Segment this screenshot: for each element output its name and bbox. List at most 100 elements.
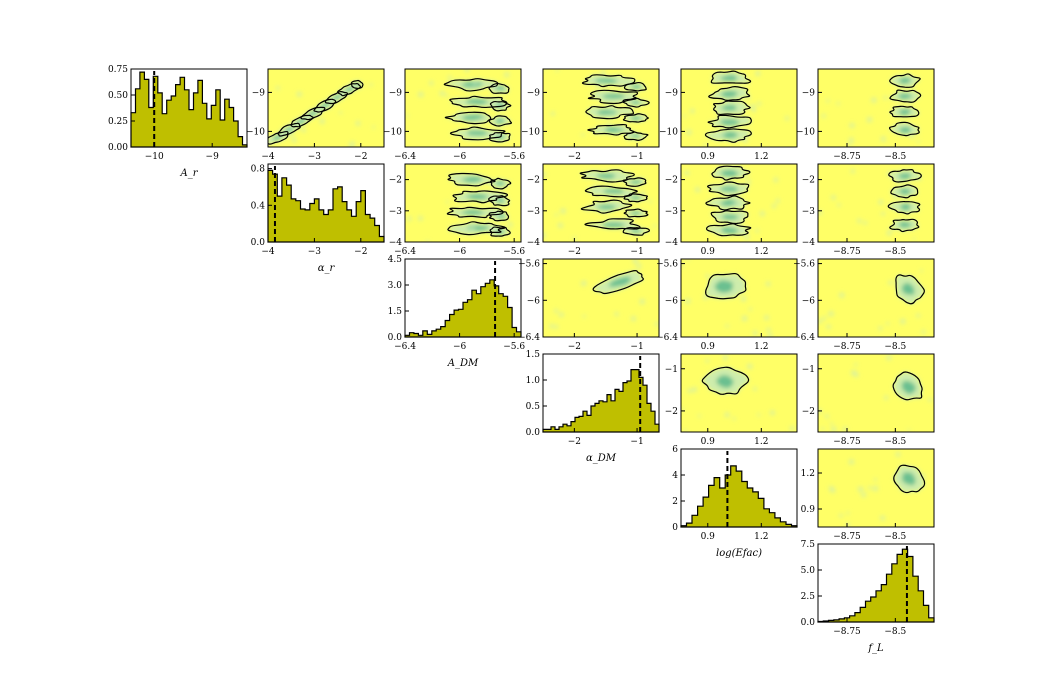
panel-2-2: 0.0 1.5 3.0 4.5 A_DM −6.4 −6 −5.6: [388, 255, 526, 369]
ytick-label-0-2: 0.50: [108, 91, 128, 101]
panel-0-1: −10 −9 −4 −3 −2: [246, 68, 385, 162]
contour-line: [350, 79, 364, 90]
contour-line: [623, 193, 648, 203]
contour-line: [622, 177, 647, 187]
ytick-label-2-3-2: −5.6: [518, 260, 540, 270]
panel-3-5: −2 −1 −8.75 −8.5: [802, 353, 935, 447]
ytick-label-2-0: 0.0: [388, 333, 403, 343]
ytick-label-0-3: 0.75: [108, 65, 128, 75]
panel-5-5: 0.0 2.5 5.0 7.5 f_L −8.75 −8.5: [801, 540, 935, 654]
panel-frame: [404, 258, 522, 338]
contour-line: [587, 89, 639, 105]
ytick-label-1-2-2: −2: [389, 176, 402, 186]
panel-frame: [267, 163, 385, 243]
ytick-label-0-5-1: −9: [802, 88, 816, 98]
ytick-label-0-4-0: −10: [659, 127, 678, 137]
contour-line: [447, 221, 506, 236]
contour-line: [622, 226, 651, 236]
xtick-label-3-3-0: −2: [568, 437, 581, 447]
contour-line: [622, 113, 649, 123]
xtick-label-1-1-1: −3: [308, 247, 322, 257]
xtick-label-1-1-0: −4: [261, 247, 275, 257]
ytick-label-1-4-2: −2: [665, 176, 678, 186]
panel-4-4: 0 2 4 6 log(Efac)0.9 1.2: [672, 445, 798, 559]
contour-line: [488, 210, 510, 222]
contour-line: [889, 89, 922, 103]
contour-line: [701, 366, 750, 395]
ytick-label-1-0: 0.0: [251, 238, 266, 248]
xtick-label-2-2-0: −6.4: [394, 342, 416, 352]
ytick-label-1-4-1: −3: [665, 207, 679, 217]
xtick-label-0-5-0: −8.75: [833, 152, 861, 162]
ytick-label-5-2: 5.0: [801, 566, 816, 576]
panel-frame: [404, 163, 522, 243]
contour-line: [585, 105, 635, 120]
xtick-label-0-4-1: 1.2: [754, 152, 768, 162]
ytick-label-5-3: 7.5: [801, 540, 816, 550]
contour-line: [488, 115, 512, 127]
xtick-label-0-0-0: −10: [145, 152, 164, 162]
xtick-label-0-5-1: −8.5: [884, 152, 906, 162]
xtick-label-2-3-1: −1: [630, 342, 643, 352]
xtick-label-1-4-1: 1.2: [754, 247, 768, 257]
histogram-1: [267, 169, 385, 243]
contour-line: [489, 177, 512, 190]
panel-frame: [817, 258, 935, 338]
xtick-label-1-2-1: −6: [453, 247, 467, 257]
xtick-label-3-5-0: −8.75: [833, 437, 861, 447]
contour-line: [887, 200, 921, 215]
ytick-label-0-0: 0.00: [108, 143, 128, 153]
ytick-label-4-1: 2: [672, 497, 678, 507]
xtick-label-2-2-2: −5.6: [503, 342, 525, 352]
ytick-label-4-2: 4: [672, 471, 678, 481]
contour-line: [447, 172, 496, 187]
xtick-label-5-5-0: −8.75: [833, 627, 861, 637]
xtick-label-1-3-1: −1: [630, 247, 643, 257]
contour-line: [889, 218, 920, 233]
contour-line: [705, 223, 752, 237]
ytick-label-4-3: 6: [672, 445, 678, 455]
ytick-label-0-5-0: −10: [796, 127, 815, 137]
panel-frame: [680, 448, 798, 528]
xtick-label-0-2-2: −5.6: [503, 152, 525, 162]
contour-line: [581, 74, 636, 88]
contour-line: [710, 70, 752, 84]
panel-1-4: −4 −3 −2 0.9 1.2: [665, 163, 798, 257]
xtick-label-4-5-0: −8.75: [833, 532, 861, 542]
panel-frame: [680, 353, 798, 433]
xtick-label-1-2-0: −6.4: [394, 247, 416, 257]
contour-line: [592, 270, 644, 295]
contour-line: [707, 114, 753, 129]
contour-line: [712, 100, 751, 116]
xtick-label-3-4-0: 0.9: [701, 437, 716, 447]
contour-line: [584, 218, 641, 230]
contour-line: [449, 126, 506, 141]
ytick-label-2-3-1: −6: [527, 296, 541, 306]
density-background: [681, 354, 797, 432]
ytick-label-0-1: 0.25: [108, 117, 128, 127]
panel-frame: [817, 543, 935, 623]
ytick-label-1-3-0: −4: [527, 238, 541, 248]
ytick-label-1-3-1: −3: [527, 207, 541, 217]
panel-2-3: −6.4 −6 −5.6 −2 −1: [518, 258, 660, 352]
contour-line: [446, 206, 504, 219]
panel-0-5: −10 −9 −8.75 −8.5: [796, 68, 935, 162]
contour-line: [623, 131, 649, 141]
xtick-label-0-2-0: −6.4: [394, 152, 416, 162]
xtick-label-0-1-2: −2: [354, 152, 367, 162]
contour-line: [489, 100, 512, 112]
contour-line: [488, 131, 511, 143]
ytick-label-2-4-2: −5.6: [656, 260, 678, 270]
axis-label-1: α_r: [318, 263, 336, 274]
contour-line: [705, 272, 747, 300]
ytick-label-0-1-1: −9: [252, 88, 266, 98]
contour-line: [622, 97, 650, 108]
ytick-label-3-4-0: −2: [665, 407, 678, 417]
xtick-label-2-2-1: −6: [453, 342, 467, 352]
panel-frame: [404, 68, 522, 148]
panel-2-5: −6.4 −6 −5.6 −8.75 −8.5: [793, 258, 935, 352]
panel-3-3: 0.0 0.5 1.0 1.5 α_DM −2 −1: [526, 350, 660, 464]
contour-line: [888, 121, 920, 137]
contour-line: [452, 190, 509, 204]
